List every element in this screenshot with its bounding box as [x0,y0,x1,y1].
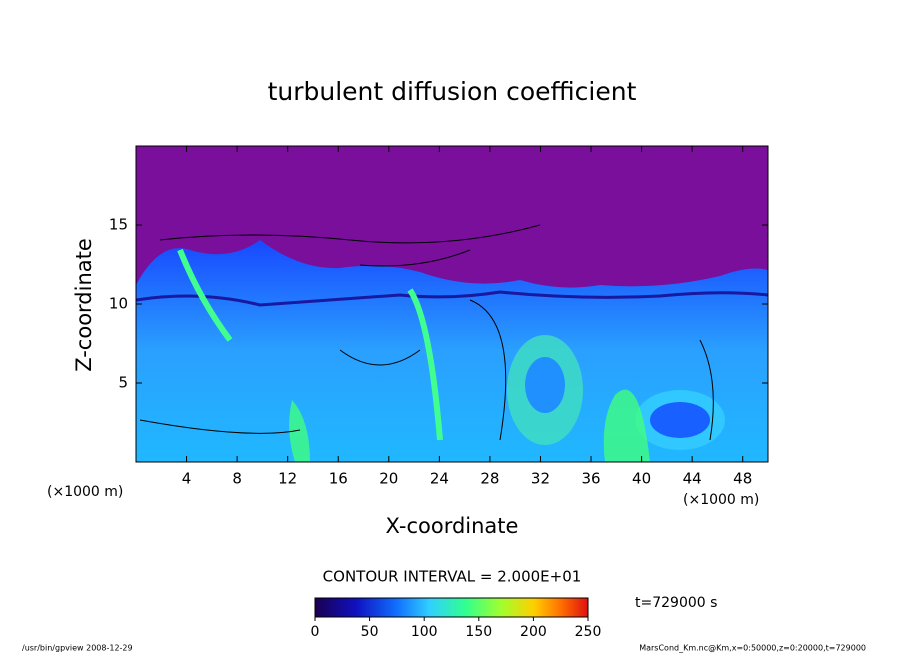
x-tick-label: 24 [430,470,449,488]
y-tick-label: 5 [118,374,128,392]
time-label: t=729000 s [635,595,717,611]
x-tick-label: 48 [733,470,752,488]
colorbar-tick-label: 150 [465,624,492,640]
y-tick-label: 10 [109,295,128,313]
y-tick-label: 15 [109,216,128,234]
chart-title: turbulent diffusion coefficient [268,77,637,106]
x-unit-label: (×1000 m) [683,492,759,508]
x-tick-label: 36 [581,470,600,488]
colorbar-tick-label: 100 [411,624,438,640]
colorbar-tick-label: 50 [361,624,379,640]
footer-left: /usr/bin/gpview 2008-12-29 [22,644,133,653]
x-unit-label: (×1000 m) [47,484,123,500]
x-tick-label: 4 [182,470,192,488]
x-tick-label: 32 [531,470,550,488]
y-axis-label: Z-coordinate [72,238,96,372]
field [136,146,768,462]
x-tick-label: 40 [632,470,651,488]
x-tick-label: 28 [480,470,499,488]
contour-interval: CONTOUR INTERVAL = 2.000E+01 [323,568,582,586]
x-tick-label: 20 [379,470,398,488]
x-tick-label: 44 [683,470,702,488]
colorbar-tick-label: 250 [575,624,602,640]
x-tick-label: 12 [278,470,297,488]
footer-right: MarsCond_Km.nc@Km,x=0:50000,z=0:20000,t=… [639,644,866,653]
colorbar-tick-label: 0 [311,624,320,640]
colorbar-tick-label: 200 [520,624,547,640]
x-tick-label: 8 [232,470,242,488]
x-tick-label: 16 [329,470,348,488]
colorbar [314,597,589,618]
x-axis-label: X-coordinate [386,514,519,538]
